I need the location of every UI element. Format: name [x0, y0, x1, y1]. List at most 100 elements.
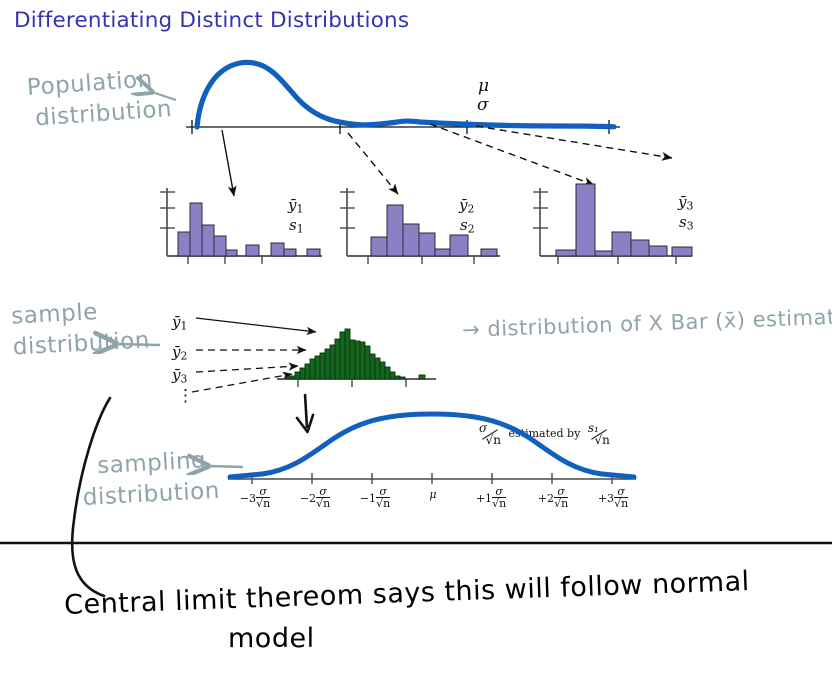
sample-2-sd-symbol: s [460, 216, 468, 234]
green-bar-23 [389, 371, 396, 380]
sample-2-sd-label: s2 [460, 216, 475, 236]
mean-list-item-3: ȳ3 [172, 366, 187, 386]
sampling-tick-label-1: −2 σ √n [292, 486, 338, 509]
sampling-distribution-curve-chart [227, 411, 637, 484]
green-bar-19 [369, 353, 376, 380]
sample3-bar-10 [671, 246, 693, 257]
sample-2-sd-sub: 2 [467, 222, 475, 236]
sampling-tick-1-frac: σ √n [316, 485, 331, 509]
histogram-to-curve-down-arrow-icon [303, 393, 309, 429]
sampling-tick-6-top: σ [617, 485, 625, 498]
sample2-bar-7 [449, 234, 469, 257]
sample3-bar-6 [630, 239, 650, 257]
sample-3-sd-sub: 3 [686, 219, 694, 233]
green-bar-14 [344, 328, 351, 380]
sampling-tick-4-top: σ [495, 485, 503, 498]
sampling-tick-6-frac: σ √n [614, 485, 629, 509]
green-bar-7 [309, 358, 316, 380]
green-bar-9 [319, 352, 326, 380]
sqrtn-denominator-2: √n [594, 433, 610, 447]
sampling-tick-5-frac: σ √n [554, 485, 569, 510]
population-density-curve [194, 59, 617, 130]
green-bar-20 [374, 357, 381, 380]
ybar3-to-histogram-arrow [195, 362, 299, 373]
sample3-bar-7 [648, 245, 668, 257]
sample-1-mean-sub: 1 [296, 202, 304, 216]
sample2-bar-5 [418, 232, 436, 257]
sampling-tick-label-6: +3 σ √n [588, 486, 638, 509]
mean-list-item-1: ȳ1 [172, 313, 187, 333]
green-bar-16 [354, 340, 361, 380]
sampling-tick-0-bottom: √n [256, 497, 271, 510]
sample3-bar-4 [594, 250, 613, 257]
sample2-bar-2 [370, 236, 388, 257]
mean-list-1-sub: 1 [180, 319, 188, 333]
sampling-tick-2-frac: σ √n [376, 485, 391, 510]
page-title: Differentiating Distinct Distributions [14, 8, 410, 33]
mean-list-3-sub: 3 [180, 372, 188, 386]
sample1-bar-8 [245, 244, 260, 257]
sample-2-mean-sub: 2 [467, 202, 475, 216]
green-bar-22 [384, 366, 391, 380]
sample-1-sd-sub: 1 [296, 222, 304, 236]
sample-2-mean-label: ȳ2 [459, 196, 474, 216]
sample1-bar-11 [283, 248, 297, 257]
sampling-tick-0-frac: σ √n [256, 485, 271, 510]
down-arrow-head-icon [295, 413, 315, 434]
sample-label-arrow-icon [116, 344, 161, 345]
green-bar-12 [334, 338, 341, 380]
sample3-bar-2 [555, 249, 577, 257]
sampling-tick-2-sign: −1 [359, 492, 377, 506]
sample-3-mean-sub: 3 [686, 199, 694, 213]
green-bar-10 [324, 348, 331, 380]
mean-list-1-symbol: ȳ [172, 313, 181, 331]
sampling-tick-label-4: +1 σ √n [466, 486, 516, 509]
sampling-tick-4-bottom: √n [492, 497, 507, 510]
sampling-label-arrow-icon [208, 466, 244, 467]
sampling-tick-2-top: σ [379, 485, 387, 498]
sampling-tick-4-frac: σ √n [492, 485, 507, 510]
sampling-tick-label-2: −1 σ √n [352, 486, 398, 509]
sampling-tick-1-top: σ [319, 485, 327, 498]
green-bar-5 [299, 367, 306, 380]
sample1-bar-10 [270, 242, 285, 257]
green-bar-2 [284, 376, 291, 380]
green-bar-8 [314, 355, 321, 380]
sample2-bar-6 [434, 248, 451, 257]
sampling-distribution-histogram [277, 328, 436, 387]
sample3-bar-3 [575, 183, 596, 257]
green-bar-21 [379, 361, 386, 380]
ybar1-to-histogram-arrow [195, 317, 317, 336]
sample1-bar-15 [306, 248, 321, 257]
sampling-tick-2-bottom: √n [376, 497, 391, 510]
sample1-bar-3 [189, 202, 203, 257]
population-sigma-label: σ [477, 95, 489, 115]
population-to-offscreen-arrow [475, 125, 673, 161]
sampling-tick-6-sign: +3 [597, 492, 615, 506]
mean-list-2-sub: 2 [180, 349, 188, 363]
sample-3-mean-symbol: ȳ [678, 193, 687, 211]
ybar-dots-to-histogram-arrow [191, 371, 293, 393]
sampling-tick-label-3: μ [418, 488, 448, 501]
sampling-tick-0-top: σ [259, 485, 267, 498]
sample1-bar-5 [213, 235, 227, 257]
sample2-bar-4 [402, 223, 420, 257]
population-label-arrow-icon [152, 92, 177, 102]
green-bar-24 [394, 375, 401, 380]
sampling-tick-5-top: σ [557, 485, 565, 498]
mean-list-item-ellipsis: ⋮ [177, 386, 194, 406]
green-bar-25 [399, 376, 406, 380]
sampling-tick-3-sign: μ [429, 488, 437, 501]
sample-1-mean-symbol: ȳ [288, 196, 297, 214]
green-bar-11 [329, 344, 336, 380]
sample-histogram-2 [340, 188, 500, 264]
green-bar-26 [418, 374, 426, 380]
sampling-tick-4-sign: +1 [475, 492, 493, 506]
s1-numerator: s₁ [587, 421, 599, 435]
sampling-tick-5-bottom: √n [554, 497, 569, 510]
sampling-tick-0-sign: −3 [239, 492, 257, 506]
clt-curved-connector-line [70, 396, 112, 598]
mean-list-3-symbol: ȳ [172, 366, 181, 384]
sample-1-mean-label: ȳ1 [288, 196, 303, 216]
